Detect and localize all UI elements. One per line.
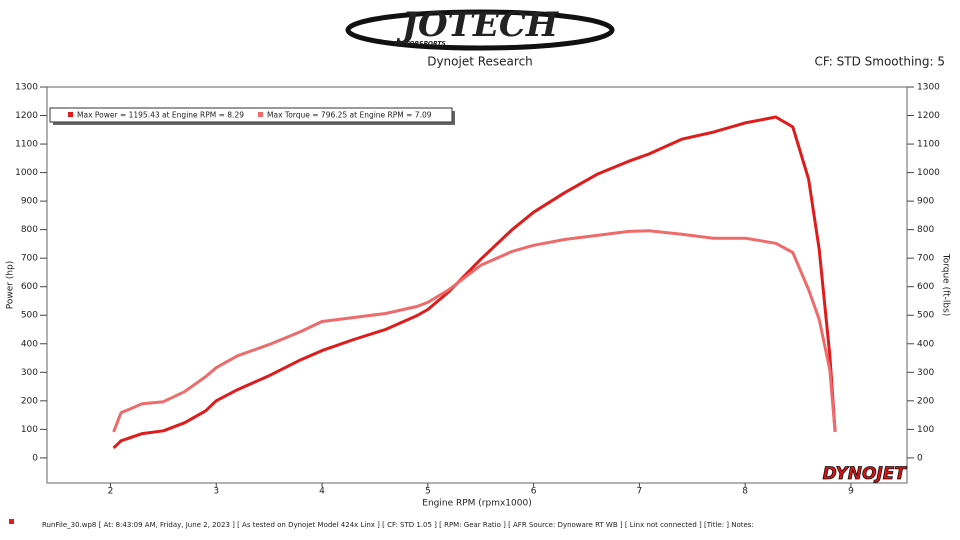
y-tick-label: 300 <box>21 368 38 378</box>
y2-tick-label: 0 <box>917 453 923 463</box>
logo-subtitle: MOTORSPORTS <box>394 41 445 48</box>
y2-axis-label: Torque (ft-lbs) <box>941 253 951 317</box>
y2-tick-label: 500 <box>917 311 934 321</box>
y2-tick-label: 1300 <box>917 83 940 93</box>
y2-tick-label: 1200 <box>917 111 940 121</box>
x-tick-label: 7 <box>637 487 643 497</box>
y2-tick-label: 800 <box>917 225 934 235</box>
y2-tick-label: 600 <box>917 282 934 292</box>
y2-tick-label: 1100 <box>917 140 940 150</box>
y-tick-label: 900 <box>21 197 38 207</box>
legend-label: Max Torque = 796.25 at Engine RPM = 7.09 <box>267 111 432 120</box>
chart-subtitle: CF: STD Smoothing: 5 <box>814 55 945 69</box>
y-tick-label: 200 <box>21 396 38 406</box>
y2-tick-label: 1000 <box>917 168 940 178</box>
x-tick-label: 2 <box>108 487 114 497</box>
chart-title: Dynojet Research <box>427 55 533 69</box>
series-line <box>112 229 837 433</box>
y-tick-label: 700 <box>21 254 38 264</box>
watermark: DYNOJET <box>823 464 908 484</box>
plot-area <box>46 86 908 484</box>
y-tick-label: 600 <box>21 282 38 292</box>
legend-marker <box>68 112 73 117</box>
x-tick-label: 9 <box>848 487 854 497</box>
y-tick-label: 100 <box>21 425 38 435</box>
y2-tick-label: 700 <box>917 254 934 264</box>
x-tick-label: 5 <box>425 487 431 497</box>
y2-tick-label: 300 <box>917 368 934 378</box>
y-tick-label: 1300 <box>15 83 38 93</box>
y-tick-label: 1200 <box>15 111 38 121</box>
legend <box>49 107 453 123</box>
x-tick-label: 8 <box>742 487 748 497</box>
y-tick-label: 1000 <box>15 168 38 178</box>
y-tick-label: 500 <box>21 311 38 321</box>
series-line <box>112 115 837 449</box>
legend-marker <box>258 112 263 117</box>
y2-tick-label: 100 <box>917 425 934 435</box>
footer: RunFile_30.wp8 [ At: 8:43:09 AM, Friday,… <box>42 521 754 529</box>
y-axis-label: Power (hp) <box>6 261 16 310</box>
footer-bullet <box>9 519 14 524</box>
y2-tick-label: 900 <box>917 197 934 207</box>
y-tick-label: 800 <box>21 225 38 235</box>
y-tick-label: 1100 <box>15 140 38 150</box>
x-tick-label: 3 <box>213 487 219 497</box>
y-tick-label: 400 <box>21 339 38 349</box>
logo: JOTECH <box>396 5 560 45</box>
y2-tick-label: 400 <box>917 339 934 349</box>
x-tick-label: 4 <box>319 487 325 497</box>
logo-swoosh <box>345 9 615 51</box>
y2-tick-label: 200 <box>917 396 934 406</box>
x-axis-label: Engine RPM (rpmx1000) <box>422 499 531 509</box>
x-tick-label: 6 <box>531 487 537 497</box>
legend-label: Max Power = 1195.43 at Engine RPM = 8.29 <box>77 111 244 120</box>
y-tick-label: 0 <box>32 453 38 463</box>
